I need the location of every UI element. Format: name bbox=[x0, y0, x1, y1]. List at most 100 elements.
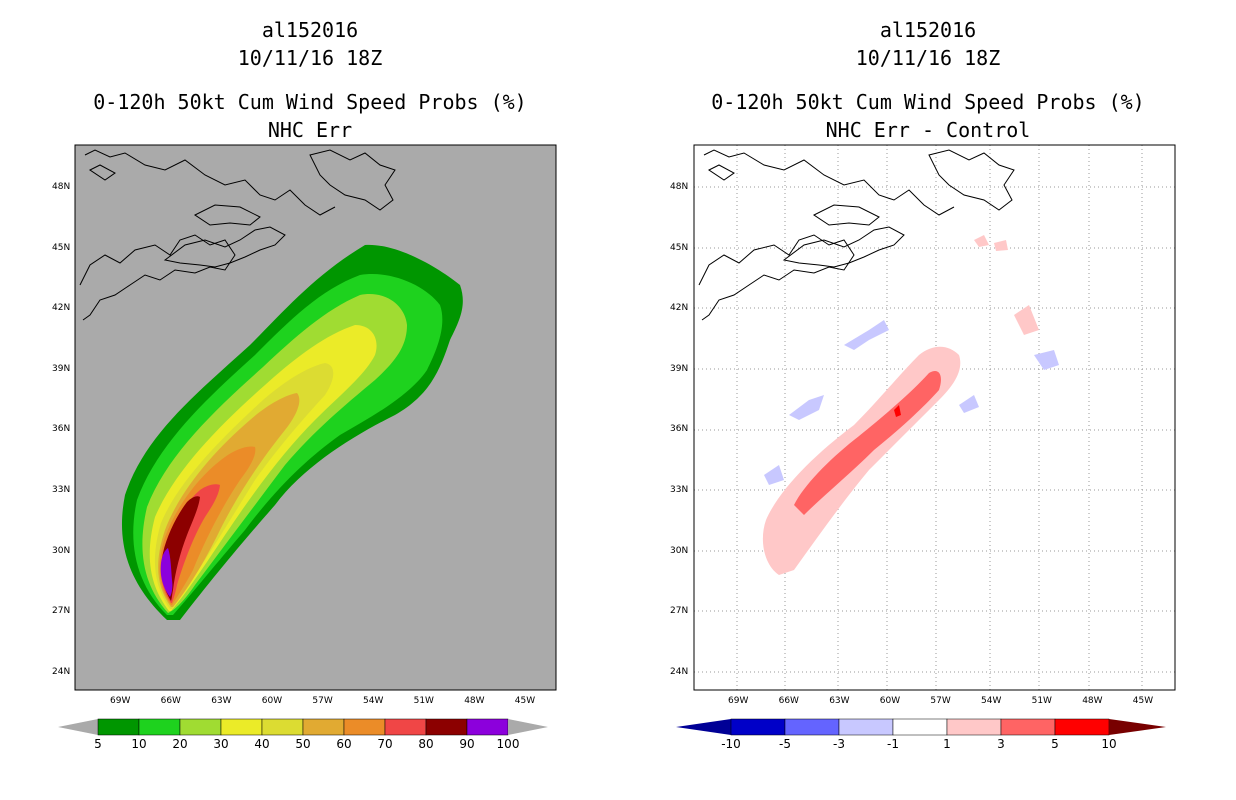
right-cb-label--1: -1 bbox=[887, 737, 899, 751]
left-lon-tick-60W: 60W bbox=[261, 696, 283, 706]
left-cb-label-10: 10 bbox=[131, 737, 147, 751]
left-cb-swatch-6 bbox=[343, 718, 386, 736]
left-lat-tick-48N: 48N bbox=[52, 182, 71, 192]
right-cb-label--5: -5 bbox=[779, 737, 791, 751]
right-lon-tick-51W: 51W bbox=[1031, 696, 1052, 706]
left-lon-tick-45W: 45W bbox=[514, 696, 536, 706]
left-cb-label-40: 40 bbox=[254, 737, 270, 751]
right-map-background bbox=[694, 145, 1175, 690]
left-lat-tick-30N: 30N bbox=[52, 545, 71, 556]
right-colorbar bbox=[676, 718, 1166, 736]
left-lon-tick-57W: 57W bbox=[312, 696, 333, 706]
left-cb-label-5: 5 bbox=[94, 737, 102, 751]
diff-red-core bbox=[794, 370, 941, 515]
right-lon-tick-57W: 57W bbox=[930, 696, 951, 706]
left-lat-tick-45N: 45N bbox=[52, 242, 71, 253]
right-cb-label-1: 1 bbox=[943, 737, 951, 751]
right-cb-label-10: 10 bbox=[1101, 737, 1117, 751]
left-lon-tick-51W: 51W bbox=[413, 696, 434, 706]
left-cb-high-arrow bbox=[508, 719, 548, 735]
diff-pink-ne bbox=[1014, 305, 1039, 335]
right-cb-swatch-5 bbox=[1000, 718, 1056, 736]
left-cb-swatch-0 bbox=[97, 718, 140, 736]
diff-blue-4 bbox=[959, 395, 979, 413]
left-storm-id: al152016 bbox=[261, 18, 359, 42]
left-cb-low-arrow bbox=[58, 719, 98, 735]
left-lon-tick-54W: 54W bbox=[363, 696, 384, 706]
right-lon-tick-63W: 63W bbox=[829, 696, 850, 706]
left-lon-tick-66W: 66W bbox=[160, 696, 181, 706]
left-cb-swatch-8 bbox=[425, 718, 468, 736]
left-lat-tick-27N: 27N bbox=[52, 606, 71, 617]
left-cb-swatch-2 bbox=[179, 718, 222, 736]
left-cb-swatch-7 bbox=[384, 718, 427, 736]
right-subtitle: NHC Err - Control bbox=[825, 118, 1031, 142]
diff-red-dot bbox=[894, 405, 901, 417]
left-cb-label-60: 60 bbox=[336, 737, 352, 751]
right-map bbox=[693, 144, 1176, 691]
right-cb-swatch-4 bbox=[946, 718, 1002, 736]
right-product-title: 0-120h 50kt Cum Wind Speed Probs (%) bbox=[711, 90, 1145, 114]
right-cb-label--10: -10 bbox=[721, 737, 741, 751]
right-lat-tick-27N: 27N bbox=[670, 606, 689, 617]
right-lon-tick-48W: 48W bbox=[1082, 696, 1103, 706]
contour-60 bbox=[159, 446, 256, 605]
left-cb-label-20: 20 bbox=[172, 737, 188, 751]
left-cb-swatch-5 bbox=[302, 718, 345, 736]
left-lon-tick-48W: 48W bbox=[464, 696, 485, 706]
left-lat-tick-42N: 42N bbox=[52, 303, 71, 314]
left-product-title: 0-120h 50kt Cum Wind Speed Probs (%) bbox=[93, 90, 527, 114]
left-cb-label-80: 80 bbox=[418, 737, 434, 751]
contour-90 bbox=[160, 548, 173, 597]
right-lat-tick-36N: 36N bbox=[670, 424, 689, 435]
right-lat-tick-45N: 45N bbox=[670, 242, 689, 253]
right-coastlines bbox=[698, 149, 1015, 321]
right-cb-swatch-0 bbox=[730, 718, 786, 736]
diff-blue-5 bbox=[1034, 350, 1059, 370]
left-cb-swatch-3 bbox=[220, 718, 263, 736]
right-lat-tick-24N: 24N bbox=[670, 666, 689, 677]
left-datetime: 10/11/16 18Z bbox=[237, 46, 383, 70]
diff-pink-north bbox=[974, 235, 989, 247]
right-lon-tick-66W: 66W bbox=[778, 696, 799, 706]
diff-blue-1 bbox=[844, 320, 889, 350]
right-cb-label-5: 5 bbox=[1051, 737, 1059, 751]
left-subtitle: NHC Err bbox=[267, 118, 353, 142]
left-lat-tick-24N: 24N bbox=[52, 666, 71, 677]
left-lon-tick-63W: 63W bbox=[211, 696, 232, 706]
left-cb-label-90: 90 bbox=[459, 737, 475, 751]
right-lon-tick-60W: 60W bbox=[879, 696, 901, 706]
left-cb-swatch-1 bbox=[138, 718, 181, 736]
contour-70 bbox=[161, 484, 220, 603]
right-lat-tick-30N: 30N bbox=[670, 545, 689, 556]
left-coastlines bbox=[79, 149, 396, 321]
probability-contours bbox=[121, 244, 463, 620]
diff-blue-2 bbox=[789, 395, 824, 420]
diff-blue-3 bbox=[764, 465, 784, 485]
right-cb-label--3: -3 bbox=[833, 737, 845, 751]
right-cb-swatch-1 bbox=[784, 718, 840, 736]
right-lon-tick-69W: 69W bbox=[728, 696, 749, 706]
right-datetime: 10/11/16 18Z bbox=[855, 46, 1001, 70]
right-cb-label-3: 3 bbox=[997, 737, 1005, 751]
right-cb-low-arrow bbox=[676, 719, 731, 735]
right-lat-tick-33N: 33N bbox=[670, 485, 689, 495]
left-cb-swatch-4 bbox=[261, 718, 304, 736]
left-lat-tick-36N: 36N bbox=[52, 424, 71, 435]
difference-contours bbox=[762, 235, 1059, 575]
right-storm-id: al152016 bbox=[879, 18, 977, 42]
left-cb-label-50: 50 bbox=[295, 737, 311, 751]
left-lat-tick-33N: 33N bbox=[52, 485, 71, 495]
left-colorbar bbox=[58, 718, 548, 736]
left-cb-swatch-9 bbox=[466, 718, 509, 736]
left-map bbox=[74, 144, 557, 691]
left-cb-label-30: 30 bbox=[213, 737, 229, 751]
diff-pink-north2 bbox=[994, 240, 1008, 251]
right-cb-swatch-3 bbox=[892, 718, 948, 736]
left-cb-label-100: 100 bbox=[496, 737, 520, 751]
left-lon-tick-69W: 69W bbox=[110, 696, 131, 706]
right-cb-swatch-2 bbox=[838, 718, 894, 736]
right-lon-tick-54W: 54W bbox=[981, 696, 1002, 706]
right-lon-tick-45W: 45W bbox=[1132, 696, 1154, 706]
left-cb-label-70: 70 bbox=[377, 737, 393, 751]
